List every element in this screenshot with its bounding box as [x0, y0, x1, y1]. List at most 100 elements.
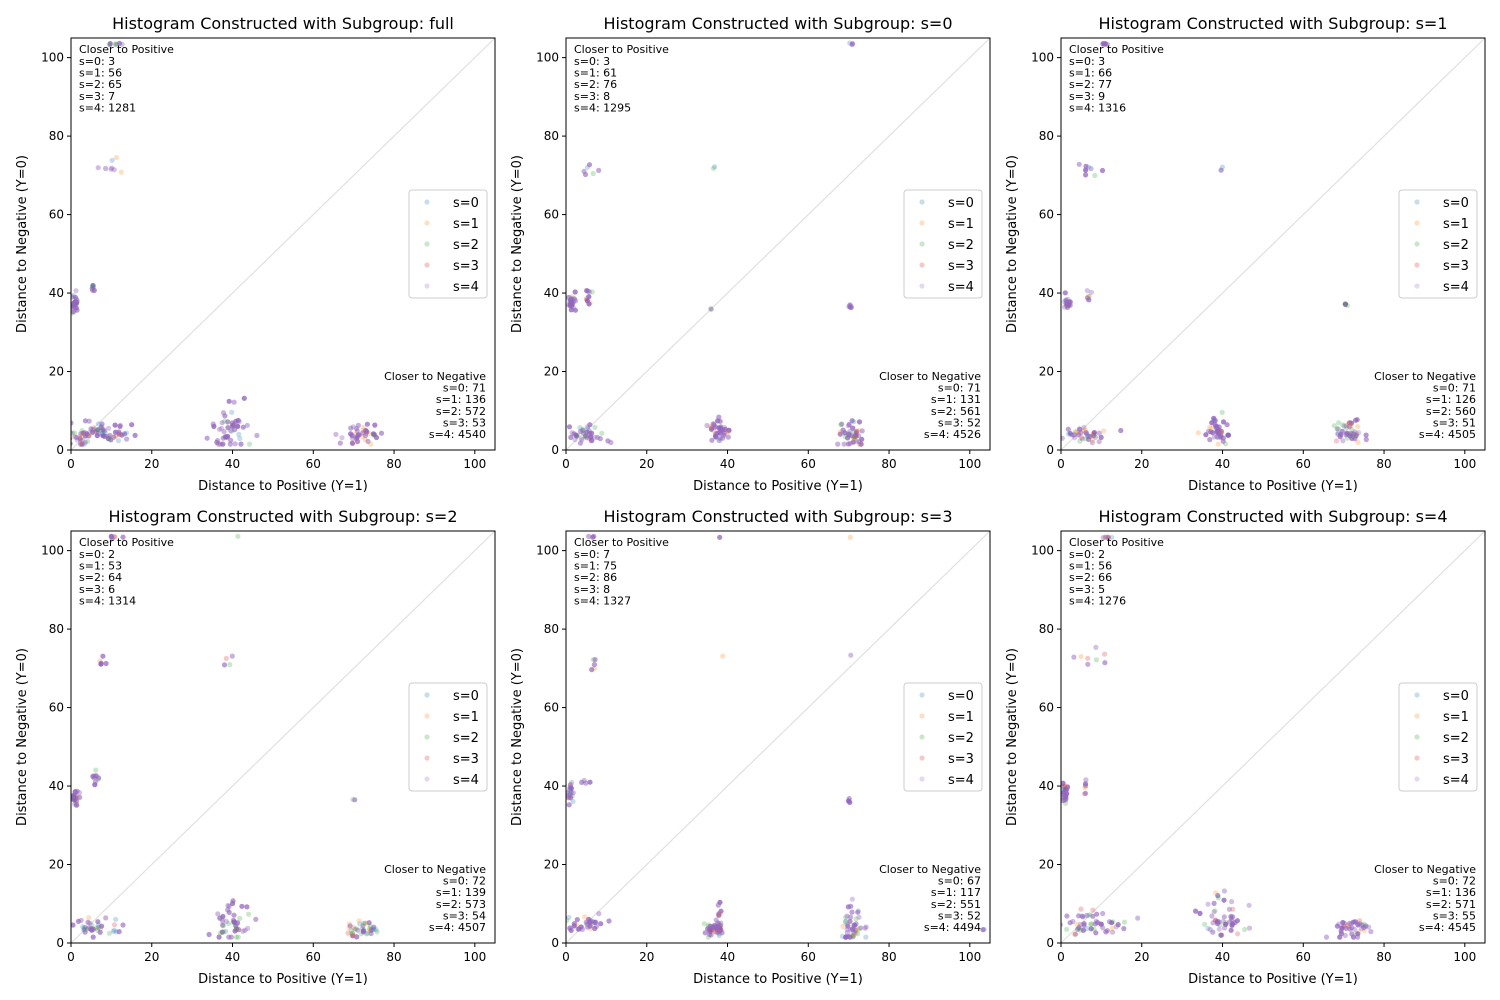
data-point: [708, 306, 714, 312]
x-tick-label: 60: [801, 457, 816, 471]
data-point: [94, 427, 101, 433]
data-point: [585, 424, 591, 430]
data-point: [1072, 931, 1078, 937]
data-point: [219, 420, 225, 426]
data-point: [849, 41, 855, 47]
y-tick-label: 100: [536, 544, 559, 558]
legend-label: s=1: [453, 217, 479, 232]
data-point: [232, 427, 238, 433]
annotation-heading: Closer to Positive: [574, 43, 669, 56]
data-point: [582, 434, 588, 440]
data-point: [1081, 921, 1087, 927]
data-point: [593, 923, 600, 930]
data-point: [568, 785, 574, 791]
plot-frame: [1060, 37, 1486, 451]
data-point: [1216, 926, 1222, 932]
data-point: [1076, 925, 1082, 931]
data-point: [851, 932, 857, 938]
data-point: [1336, 420, 1342, 426]
data-point: [843, 914, 849, 921]
legend-marker: [919, 734, 925, 740]
data-point: [1215, 893, 1221, 899]
annotation-heading: Closer to Positive: [574, 536, 669, 549]
x-tick-label: 60: [1296, 457, 1311, 471]
annotation-line: s=1: 61: [574, 67, 617, 80]
data-point: [81, 925, 87, 931]
data-point: [1103, 534, 1109, 540]
plot-frame: [70, 530, 496, 944]
data-point: [1090, 913, 1096, 919]
data-point: [1349, 931, 1355, 937]
x-tick-label: 0: [562, 950, 570, 964]
legend-marker: [1414, 713, 1420, 719]
x-axis-label: Distance to Positive (Y=1): [693, 972, 863, 987]
data-point: [1349, 925, 1355, 931]
data-point: [226, 398, 232, 404]
data-point: [225, 419, 231, 425]
data-point: [71, 922, 76, 928]
annotation-line: s=1: 136: [436, 393, 486, 406]
legend-marker: [1414, 776, 1420, 782]
data-point: [223, 918, 229, 925]
data-point: [217, 930, 223, 936]
legend-marker: [424, 283, 430, 289]
data-point: [840, 427, 846, 433]
data-point: [717, 534, 723, 540]
legend-label: s=4: [948, 773, 974, 788]
subplot-1: 0 20 40 60 80 100 0 20 40 60 80 100 Histogram Constr…: [510, 14, 991, 494]
annotation-heading: Closer to Positive: [79, 43, 174, 56]
annotation-line: s=3: 51: [1433, 416, 1476, 429]
y-tick-label: 60: [1039, 208, 1054, 222]
annotation-line: s=0: 71: [1433, 382, 1476, 395]
data-point: [1207, 424, 1213, 430]
data-point: [71, 309, 77, 315]
legend-label: s=0: [1443, 196, 1469, 211]
data-point: [78, 440, 84, 446]
data-point: [1081, 424, 1087, 430]
x-axis-label: Distance to Positive (Y=1): [693, 479, 863, 494]
data-point: [846, 432, 852, 438]
data-point: [220, 435, 226, 441]
annotation-line: s=4: 1327: [574, 594, 631, 607]
data-point: [1090, 907, 1096, 913]
subplot-4: 0 20 40 60 80 100 0 20 40 60 80 100 Histogram Constr…: [510, 507, 991, 987]
data-point: [238, 441, 244, 447]
data-point: [96, 775, 102, 781]
data-point: [1084, 925, 1090, 932]
annotation-line: s=2: 573: [436, 898, 486, 911]
data-point: [716, 928, 723, 934]
data-point: [605, 438, 611, 444]
data-point: [847, 440, 853, 446]
data-point: [720, 435, 726, 441]
data-point: [1101, 428, 1107, 434]
data-point: [584, 429, 590, 435]
data-point: [1072, 435, 1078, 441]
y-tick-label: 100: [41, 544, 64, 558]
data-point: [566, 424, 573, 430]
legend-marker: [919, 241, 925, 247]
data-point: [1087, 912, 1093, 918]
data-point: [1358, 925, 1365, 932]
data-point: [1077, 426, 1083, 432]
data-point: [1232, 920, 1238, 926]
data-point: [99, 923, 105, 929]
data-point: [1337, 434, 1343, 440]
data-point: [851, 437, 857, 443]
annotation-line: s=4: 4507: [429, 921, 486, 934]
data-point: [1211, 909, 1217, 915]
annotation-line: s=4: 4545: [1419, 921, 1476, 934]
data-point: [231, 912, 237, 918]
legend-marker: [424, 262, 430, 268]
annotation-line: s=1: 139: [436, 886, 486, 899]
annotation-line: s=4: 4494: [924, 921, 981, 934]
y-axis-label: Distance to Negative (Y=0): [1005, 648, 1020, 826]
data-point: [1085, 661, 1091, 667]
data-point: [1067, 920, 1073, 926]
data-point: [108, 166, 114, 172]
data-point: [246, 441, 253, 447]
x-tick-label: 40: [225, 950, 240, 964]
data-point: [227, 662, 233, 668]
data-point: [583, 433, 589, 439]
data-point: [222, 413, 228, 419]
